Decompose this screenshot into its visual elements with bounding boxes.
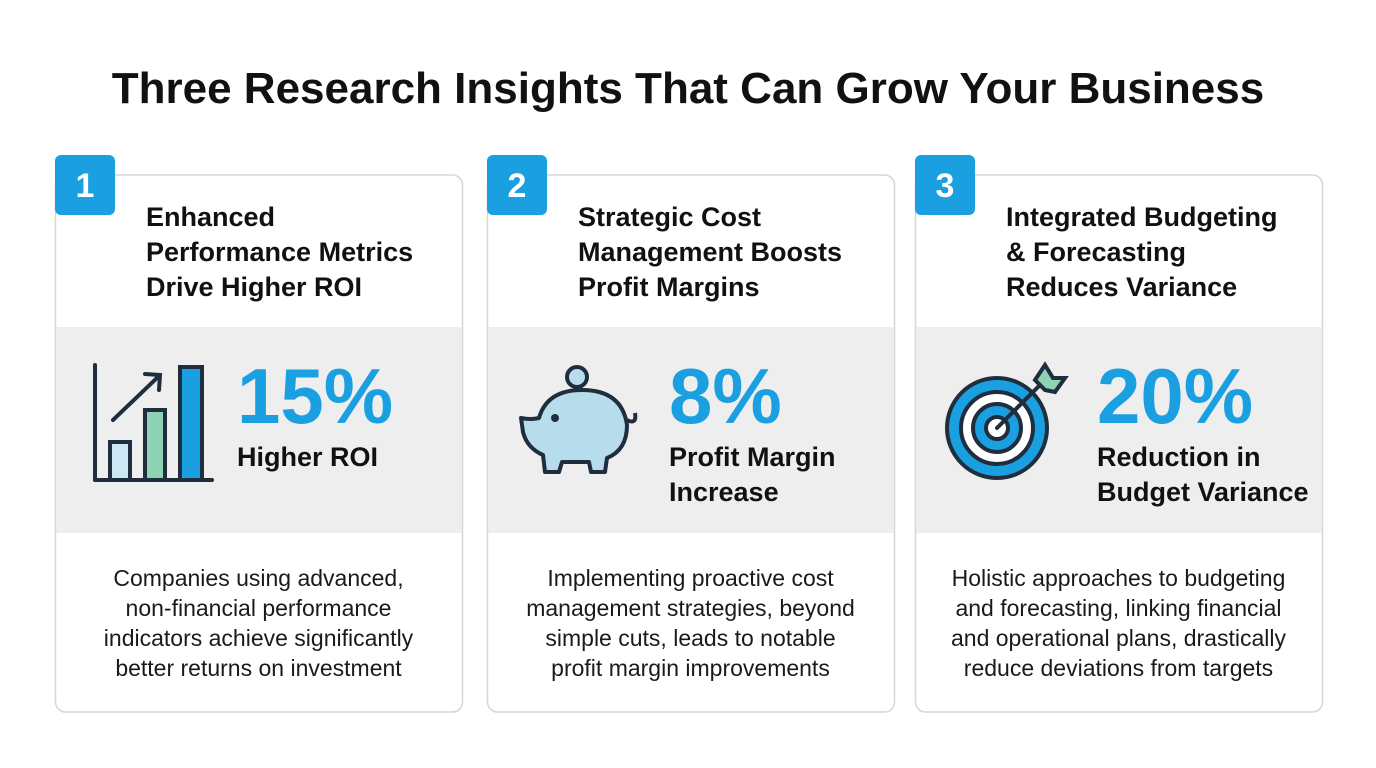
card-heading: Drive Higher ROI [146, 272, 362, 302]
card-heading: Reduces Variance [1006, 272, 1237, 302]
icon-shape [178, 365, 204, 482]
icon-shape [519, 388, 629, 474]
icon-shape [626, 412, 638, 424]
card-heading: Strategic Cost [578, 202, 761, 232]
stat-label: Budget Variance [1097, 477, 1309, 507]
card-description: simple cuts, leads to notable [545, 625, 835, 651]
card-heading: Integrated Budgeting [1006, 202, 1278, 232]
stat-label: Reduction in [1097, 442, 1261, 472]
insight-card: 1 Enhanced Performance Metrics Drive Higher… [54, 155, 464, 713]
card-description: Companies using advanced, [113, 565, 403, 591]
stat-label: Profit Margin [669, 442, 836, 472]
stat-label: Increase [669, 477, 779, 507]
card-description: non-financial performance [126, 595, 392, 621]
icon-shape [111, 374, 161, 422]
page-title: Three Research Insights That Can Grow Yo… [112, 64, 1264, 113]
icon-shape [551, 414, 559, 422]
card-description: profit margin improvements [551, 655, 830, 681]
icon-shape [108, 440, 132, 482]
card-description: and operational plans, drastically [951, 625, 1286, 651]
card-heading: Profit Margins [578, 272, 760, 302]
number-badge [487, 155, 547, 215]
icon-shape [143, 372, 163, 392]
icon-shape [143, 408, 167, 482]
card-heading: Enhanced [146, 202, 275, 232]
icon-shape [565, 365, 589, 389]
icon-shape [519, 365, 638, 474]
icon-shape [93, 363, 214, 482]
stat-value: 15% [237, 352, 393, 440]
number-badge [55, 155, 115, 215]
badge-number: 3 [936, 167, 955, 205]
card-icon [945, 361, 1069, 480]
icon-shape [995, 378, 1047, 430]
card-description: and forecasting, linking financial [955, 595, 1281, 621]
card-icon [93, 363, 214, 482]
insight-card: 2 Strategic Cost Management Boosts Profit M… [486, 155, 896, 713]
card-description: reduce deviations from targets [964, 655, 1273, 681]
number-badge [915, 155, 975, 215]
stat-label: Higher ROI [237, 442, 378, 472]
stat-band [56, 327, 462, 533]
icon-shape [1032, 361, 1069, 395]
card-description: indicators achieve significantly [104, 625, 414, 651]
card-description: management strategies, beyond [526, 595, 855, 621]
card-heading: Management Boosts [578, 237, 842, 267]
card-description: better returns on investment [115, 655, 402, 681]
card-description: Holistic approaches to budgeting [952, 565, 1286, 591]
card-description: Implementing proactive cost [547, 565, 834, 591]
card-heading: Performance Metrics [146, 237, 413, 267]
badge-number: 2 [508, 167, 527, 205]
card-icon [519, 365, 638, 474]
icon-shape [945, 361, 1069, 480]
badge-number: 1 [76, 167, 95, 205]
card-heading: & Forecasting [1006, 237, 1186, 267]
stat-value: 8% [669, 352, 782, 440]
insight-card: 3 Integrated Budgeting & Forecasting Reduce… [914, 155, 1324, 713]
stat-value: 20% [1097, 352, 1253, 440]
